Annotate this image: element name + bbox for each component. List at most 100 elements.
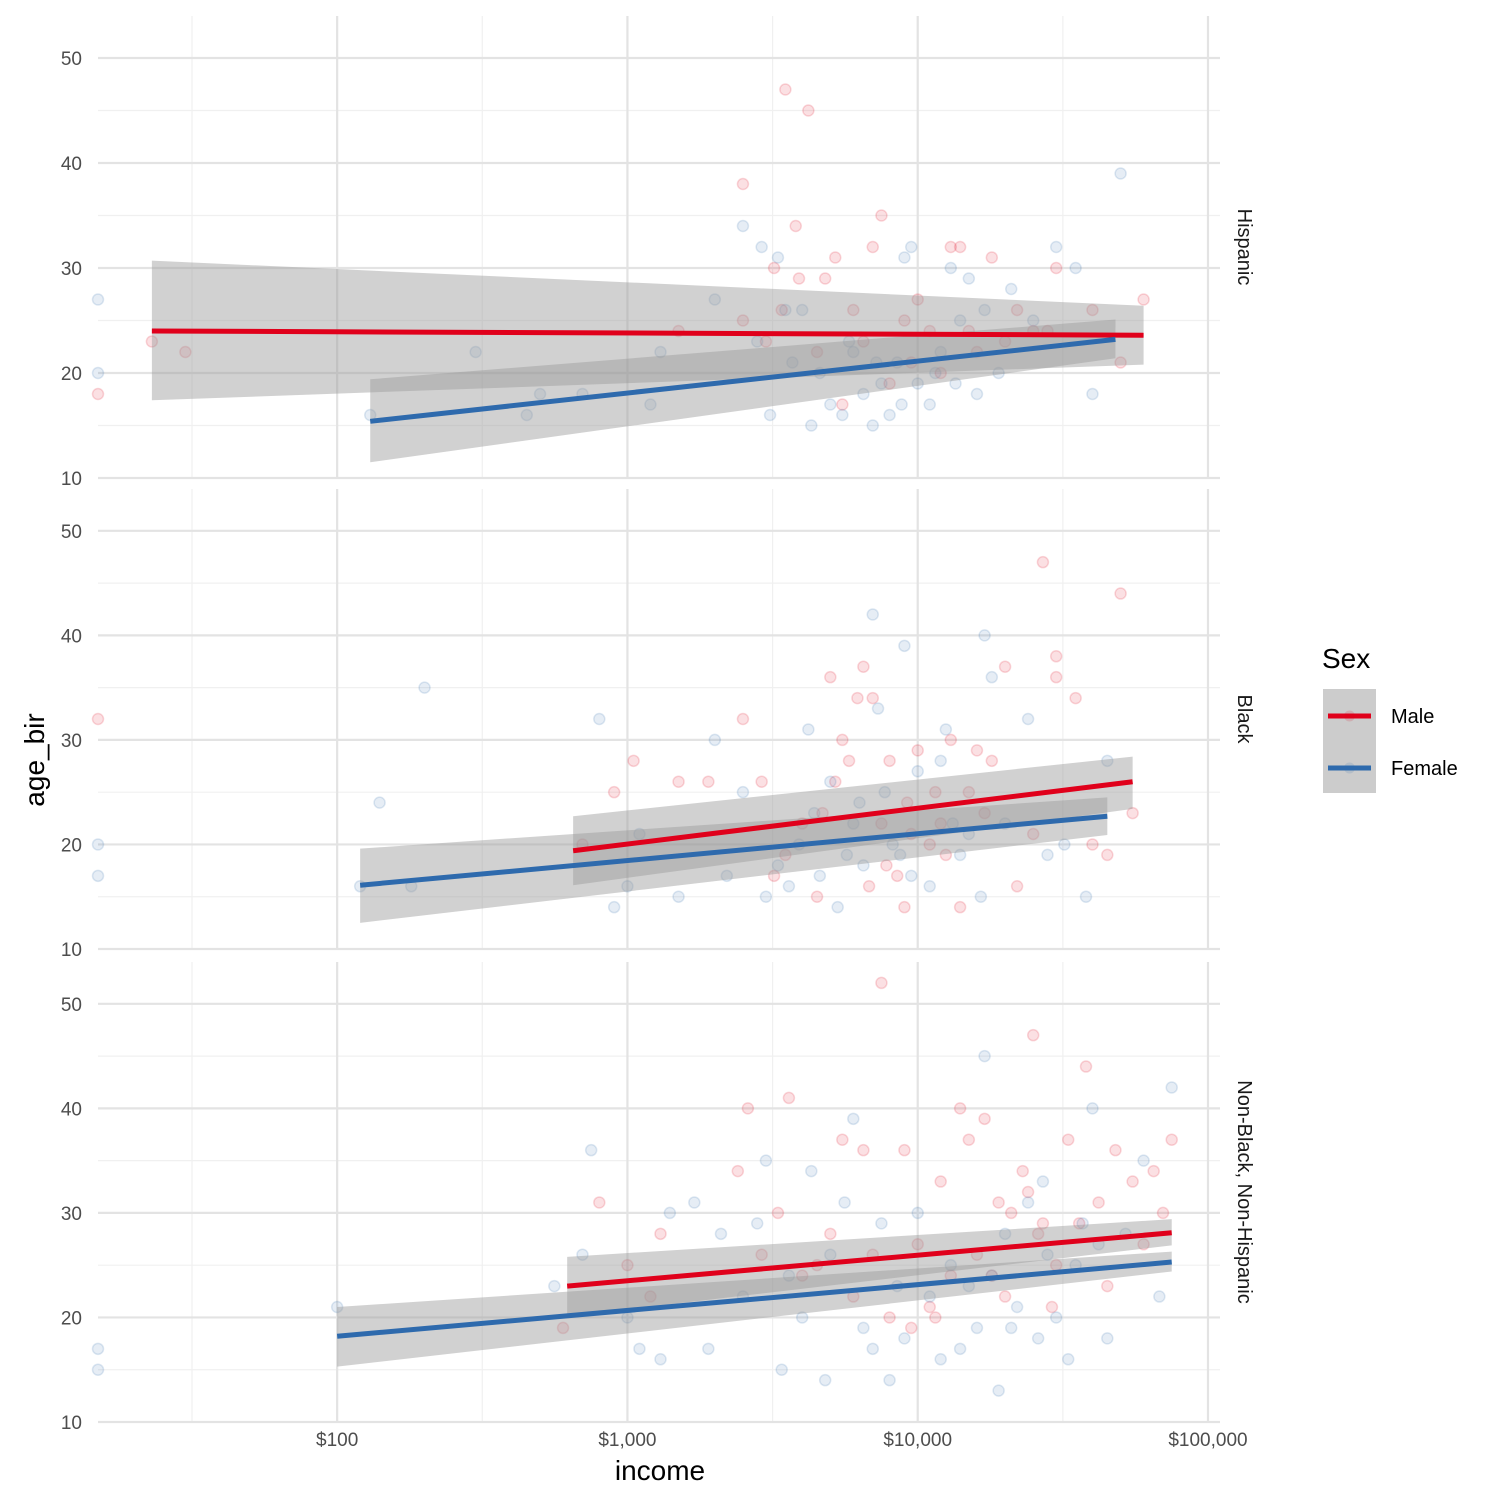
- data-point: [929, 785, 942, 799]
- data-point: [992, 1384, 1005, 1397]
- data-point: [1137, 293, 1150, 306]
- data-point: [731, 1164, 745, 1178]
- data-point: [720, 869, 734, 883]
- data-point: [1049, 1311, 1063, 1324]
- data-point: [1137, 1154, 1150, 1167]
- data-point: [179, 345, 192, 359]
- data-point: [1092, 1196, 1105, 1209]
- data-point: [970, 387, 984, 401]
- data-point: [1101, 754, 1114, 768]
- data-point: [998, 660, 1012, 673]
- facet-strip-label: Hispanic: [1233, 209, 1255, 286]
- data-point: [771, 859, 785, 872]
- data-point: [802, 723, 815, 736]
- x-axis-title: income: [615, 1455, 705, 1486]
- legend-key-point: [1344, 762, 1355, 774]
- data-point: [1114, 587, 1127, 600]
- y-tick-label: 40: [61, 626, 82, 647]
- data-point: [875, 1217, 888, 1230]
- data-point: [929, 1311, 942, 1324]
- data-point: [944, 261, 958, 275]
- data-point: [934, 366, 947, 380]
- data-point: [923, 398, 936, 411]
- data-point: [857, 660, 870, 673]
- x-tick-label: $10,000: [883, 1430, 952, 1451]
- data-point: [330, 1300, 344, 1314]
- y-tick-label: 30: [61, 1204, 82, 1225]
- data-point: [824, 1248, 837, 1261]
- data-point: [1010, 303, 1024, 317]
- x-axis-ticks: $100 $1,000 $10,000 $100,000: [316, 1430, 1248, 1451]
- y-tick-label: 10: [61, 940, 82, 961]
- data-point: [1021, 712, 1035, 726]
- y-tick-label: 30: [61, 259, 82, 280]
- data-point: [654, 1227, 667, 1241]
- data-point: [1045, 1300, 1059, 1314]
- data-point: [1021, 1196, 1035, 1209]
- data-point: [857, 1321, 870, 1335]
- data-point: [1036, 555, 1050, 569]
- data-point: [974, 890, 988, 903]
- facet-strip-label: Non-Black, Non-Hispanic: [1233, 1080, 1255, 1303]
- facet-panel: 10 20 30 40 50 Non-Black, Non-Hispanic: [61, 962, 1255, 1434]
- data-point: [755, 1248, 768, 1261]
- facet-panel: 10 20 30 40 50 Black: [61, 489, 1255, 961]
- y-axis-title: age_bir: [19, 713, 50, 806]
- data-point: [644, 398, 657, 411]
- data-point: [789, 219, 802, 233]
- data-point: [1031, 1332, 1045, 1345]
- data-point: [654, 1353, 667, 1366]
- data-point: [962, 785, 976, 799]
- data-point: [1041, 1248, 1054, 1261]
- data-point: [842, 754, 856, 768]
- y-tick-label: 10: [61, 1413, 82, 1434]
- data-point: [886, 838, 899, 851]
- data-point: [934, 754, 947, 768]
- data-point: [838, 1196, 851, 1209]
- data-point: [911, 1238, 924, 1251]
- data-point: [1101, 848, 1114, 862]
- data-point: [91, 366, 105, 380]
- data-point: [978, 629, 991, 642]
- data-point: [1049, 240, 1063, 254]
- data-point: [878, 785, 892, 799]
- data-point: [851, 691, 864, 705]
- fit-line: [566, 1230, 1172, 1289]
- data-point: [818, 1373, 832, 1387]
- data-point: [786, 356, 799, 369]
- data-point: [533, 387, 547, 401]
- fit-line: [336, 1259, 1172, 1339]
- data-point: [779, 303, 792, 317]
- data-point: [548, 1279, 561, 1293]
- data-point: [862, 880, 876, 893]
- data-point: [621, 880, 634, 893]
- data-point: [836, 408, 849, 422]
- data-point: [1010, 880, 1024, 893]
- data-point: [934, 1353, 947, 1366]
- y-tick-label: 20: [61, 1308, 82, 1329]
- data-point: [934, 817, 947, 830]
- data-point: [805, 419, 818, 432]
- data-point: [1026, 314, 1040, 327]
- data-point: [1086, 1102, 1099, 1115]
- data-point: [836, 1133, 849, 1146]
- data-point: [672, 775, 685, 788]
- data-point: [1049, 650, 1063, 663]
- data-point: [883, 1311, 896, 1324]
- data-point: [795, 1269, 809, 1282]
- data-point: [810, 345, 824, 359]
- data-point: [1114, 356, 1127, 369]
- data-point: [923, 1290, 936, 1303]
- data-point: [911, 744, 924, 757]
- x-tick-label: $100: [316, 1430, 358, 1451]
- data-point: [802, 104, 815, 117]
- data-point: [1049, 261, 1063, 275]
- data-point: [970, 744, 984, 757]
- data-point: [775, 1363, 788, 1376]
- data-point: [992, 366, 1005, 380]
- data-point: [857, 859, 870, 872]
- data-point: [805, 1164, 818, 1178]
- data-point: [911, 765, 924, 778]
- data-point: [1049, 670, 1063, 684]
- data-point: [818, 272, 832, 285]
